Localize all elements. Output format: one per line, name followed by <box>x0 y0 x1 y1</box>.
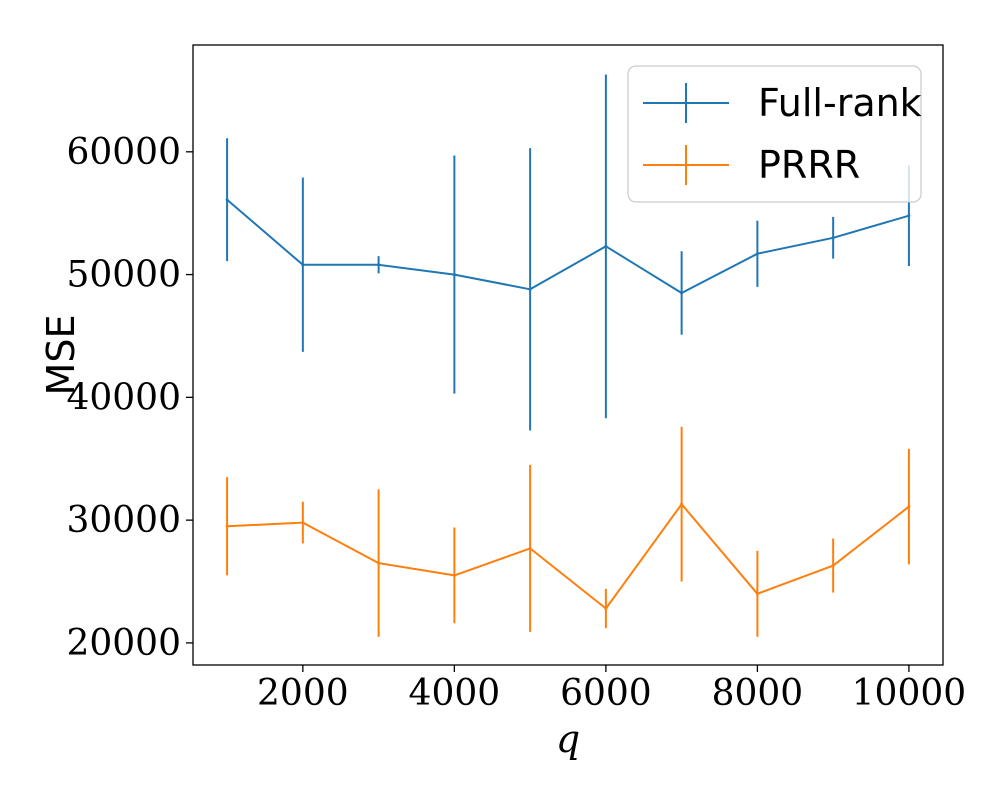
data-point <box>604 607 608 611</box>
y-tick-label: 50000 <box>66 255 181 296</box>
series-2 <box>225 426 911 637</box>
data-point <box>755 252 759 256</box>
data-point <box>680 291 684 295</box>
y-tick-label: 60000 <box>66 132 181 173</box>
series-1 <box>225 74 911 431</box>
data-point <box>831 564 835 568</box>
x-tick-label: 8000 <box>712 673 804 714</box>
x-tick-label: 4000 <box>409 673 501 714</box>
data-point <box>907 505 911 509</box>
x-tick-label: 2000 <box>257 673 349 714</box>
data-point <box>225 524 229 528</box>
y-axis-label: MSE <box>39 315 83 396</box>
data-point <box>225 198 229 202</box>
data-point <box>831 236 835 240</box>
data-point <box>452 273 456 277</box>
x-tick-label: 6000 <box>560 673 652 714</box>
plot-area <box>225 74 911 637</box>
data-point <box>301 263 305 267</box>
data-point <box>604 244 608 248</box>
legend-item: Full-rank <box>643 81 922 125</box>
y-tick-label: 40000 <box>66 377 181 418</box>
data-point <box>301 521 305 525</box>
legend-label: Full-rank <box>758 81 922 125</box>
series-line <box>226 198 910 294</box>
y-tick-label: 30000 <box>66 500 181 541</box>
x-axis-label: q <box>556 717 580 761</box>
x-axis: 2000 4000 6000 8000 10000 <box>257 665 966 714</box>
legend-label: PRRR <box>758 143 860 187</box>
legend: Full-rank PRRR <box>627 65 922 203</box>
y-tick-label: 20000 <box>66 623 181 664</box>
data-point <box>377 561 381 565</box>
y-axis: 20000 30000 40000 50000 60000 <box>66 132 193 664</box>
data-point <box>680 502 684 506</box>
data-point <box>528 287 532 291</box>
data-point <box>907 214 911 218</box>
data-point <box>452 573 456 577</box>
x-tick-label: 10000 <box>852 673 967 714</box>
data-point <box>755 592 759 596</box>
data-point <box>528 546 532 550</box>
series-line <box>227 503 910 610</box>
plot-frame <box>192 44 944 666</box>
legend-box <box>627 65 922 203</box>
legend-item: PRRR <box>643 143 860 187</box>
data-point <box>377 263 381 267</box>
